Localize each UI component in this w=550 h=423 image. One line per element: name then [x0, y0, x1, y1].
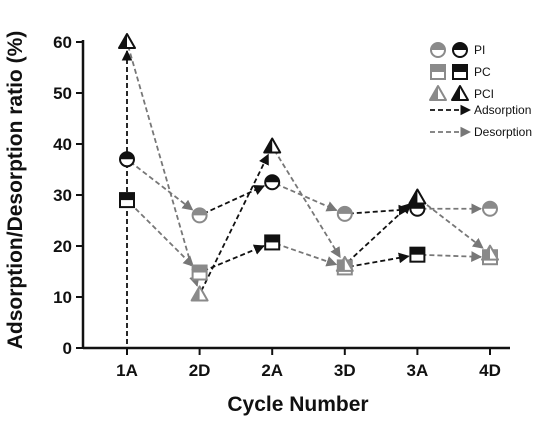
legend-marker-PC-dark	[452, 64, 468, 80]
desorption-line-PI-2-3	[275, 183, 338, 212]
y-tick-label-60: 60	[53, 33, 72, 52]
point-PI-4D-fill	[483, 201, 497, 209]
point-PCI-2A-fill	[264, 138, 273, 153]
point-PCI-3D	[335, 255, 354, 272]
adsorption-line-PI-3-4	[348, 204, 410, 216]
point-PC-2A-fill	[265, 235, 280, 243]
desorption-line-PC-2-3	[275, 242, 338, 267]
point-PC-3A	[409, 246, 426, 263]
point-PI-1A-fill	[120, 152, 134, 160]
point-PI-2D-fill	[192, 208, 207, 216]
point-PI-2D	[191, 207, 208, 224]
legend-marker-PCI-dark-fill	[452, 86, 460, 100]
point-PCI-3D-fill	[336, 256, 345, 271]
x-tick-label-3D: 3D	[334, 361, 356, 380]
point-PCI-4D-fill	[482, 245, 490, 260]
point-PCI-3A-fill	[409, 189, 418, 204]
legend: PI PC PCI Adsorption Desorption	[429, 42, 532, 139]
legend-marker-PC-gray-fill	[431, 65, 445, 72]
x-tick-label-2D: 2D	[189, 361, 211, 380]
legend-label-Adsorption: Adsorption	[474, 103, 531, 117]
point-PC-2D-fill	[192, 265, 207, 273]
y-tick-label-0: 0	[63, 339, 72, 358]
point-PC-2A	[264, 234, 281, 251]
y-tick-label-30: 30	[53, 186, 72, 205]
point-PCI-4D	[481, 244, 499, 261]
desorption-line-PC-4-5	[421, 251, 483, 262]
point-PC-1A-fill	[120, 193, 134, 201]
point-PCI-1A	[118, 33, 136, 49]
axes: 0 10 20 30 40 50 60 1A 2D 2A 3D 3A 4D	[53, 33, 510, 380]
x-tick-label-4D: 4D	[479, 361, 501, 380]
y-tick-label-50: 50	[53, 84, 72, 103]
x-tick-label-1A: 1A	[116, 361, 138, 380]
desorption-line-PCI-0-1	[127, 45, 200, 287]
point-PCI-1A-fill	[119, 34, 127, 48]
legend-label-PC: PC	[474, 65, 491, 79]
y-tick-label-40: 40	[53, 135, 72, 154]
adsorption-line-PCI-1-2	[200, 153, 270, 292]
point-PC-1A	[119, 192, 135, 209]
point-PCI-2D	[190, 285, 209, 302]
point-PCI-2A	[263, 137, 282, 154]
x-tick-label-3A: 3A	[407, 361, 429, 380]
legend-label-Desorption: Desorption	[474, 125, 532, 139]
legend-marker-PCI-gray-fill	[430, 86, 438, 100]
series-lines	[121, 45, 484, 344]
point-PI-3D	[336, 205, 353, 222]
desorption-line-PC-0-1	[129, 202, 194, 267]
point-PI-2A	[264, 174, 281, 191]
legend-label-PCI: PCI	[474, 87, 494, 101]
legend-marker-PC-gray	[430, 64, 446, 80]
point-PI-3D-fill	[337, 206, 352, 214]
point-PI-2A-fill	[265, 175, 280, 183]
legend-marker-PCI-dark	[451, 85, 469, 101]
legend-marker-PI-gray-fill	[431, 43, 445, 50]
series-markers	[118, 33, 499, 302]
legend-marker-PI-gray	[430, 42, 446, 58]
legend-marker-PI-dark-fill	[453, 43, 467, 50]
y-tick-label-20: 20	[53, 237, 72, 256]
desorption-line-PCI-2-3	[273, 149, 341, 259]
legend-marker-PCI-gray	[429, 85, 447, 101]
point-PC-3A-fill	[410, 247, 425, 255]
y-axis-title: Adsorption/Desorption ratio (%)	[4, 31, 27, 350]
desorption-line-PCI-4-5	[420, 199, 484, 249]
adsorption-line-PCI-3-4	[347, 202, 412, 263]
desorption-line-PI-0-1	[129, 161, 194, 211]
legend-marker-PC-dark-fill	[453, 65, 467, 72]
adsorption-line-PI-1-2	[202, 185, 265, 215]
x-tick-label-2A: 2A	[261, 361, 283, 380]
adsorption-line-PC-3-4	[348, 252, 410, 268]
legend-label-PI: PI	[474, 43, 485, 57]
point-PCI-2D-fill	[191, 286, 200, 301]
x-axis-title: Cycle Number	[227, 393, 368, 416]
y-tick-label-10: 10	[53, 288, 72, 307]
point-PI-1A	[119, 151, 135, 168]
point-PCI-3A	[408, 188, 427, 205]
point-PC-2D	[191, 264, 208, 281]
point-PI-4D	[482, 200, 498, 217]
legend-marker-PI-dark	[452, 42, 468, 58]
